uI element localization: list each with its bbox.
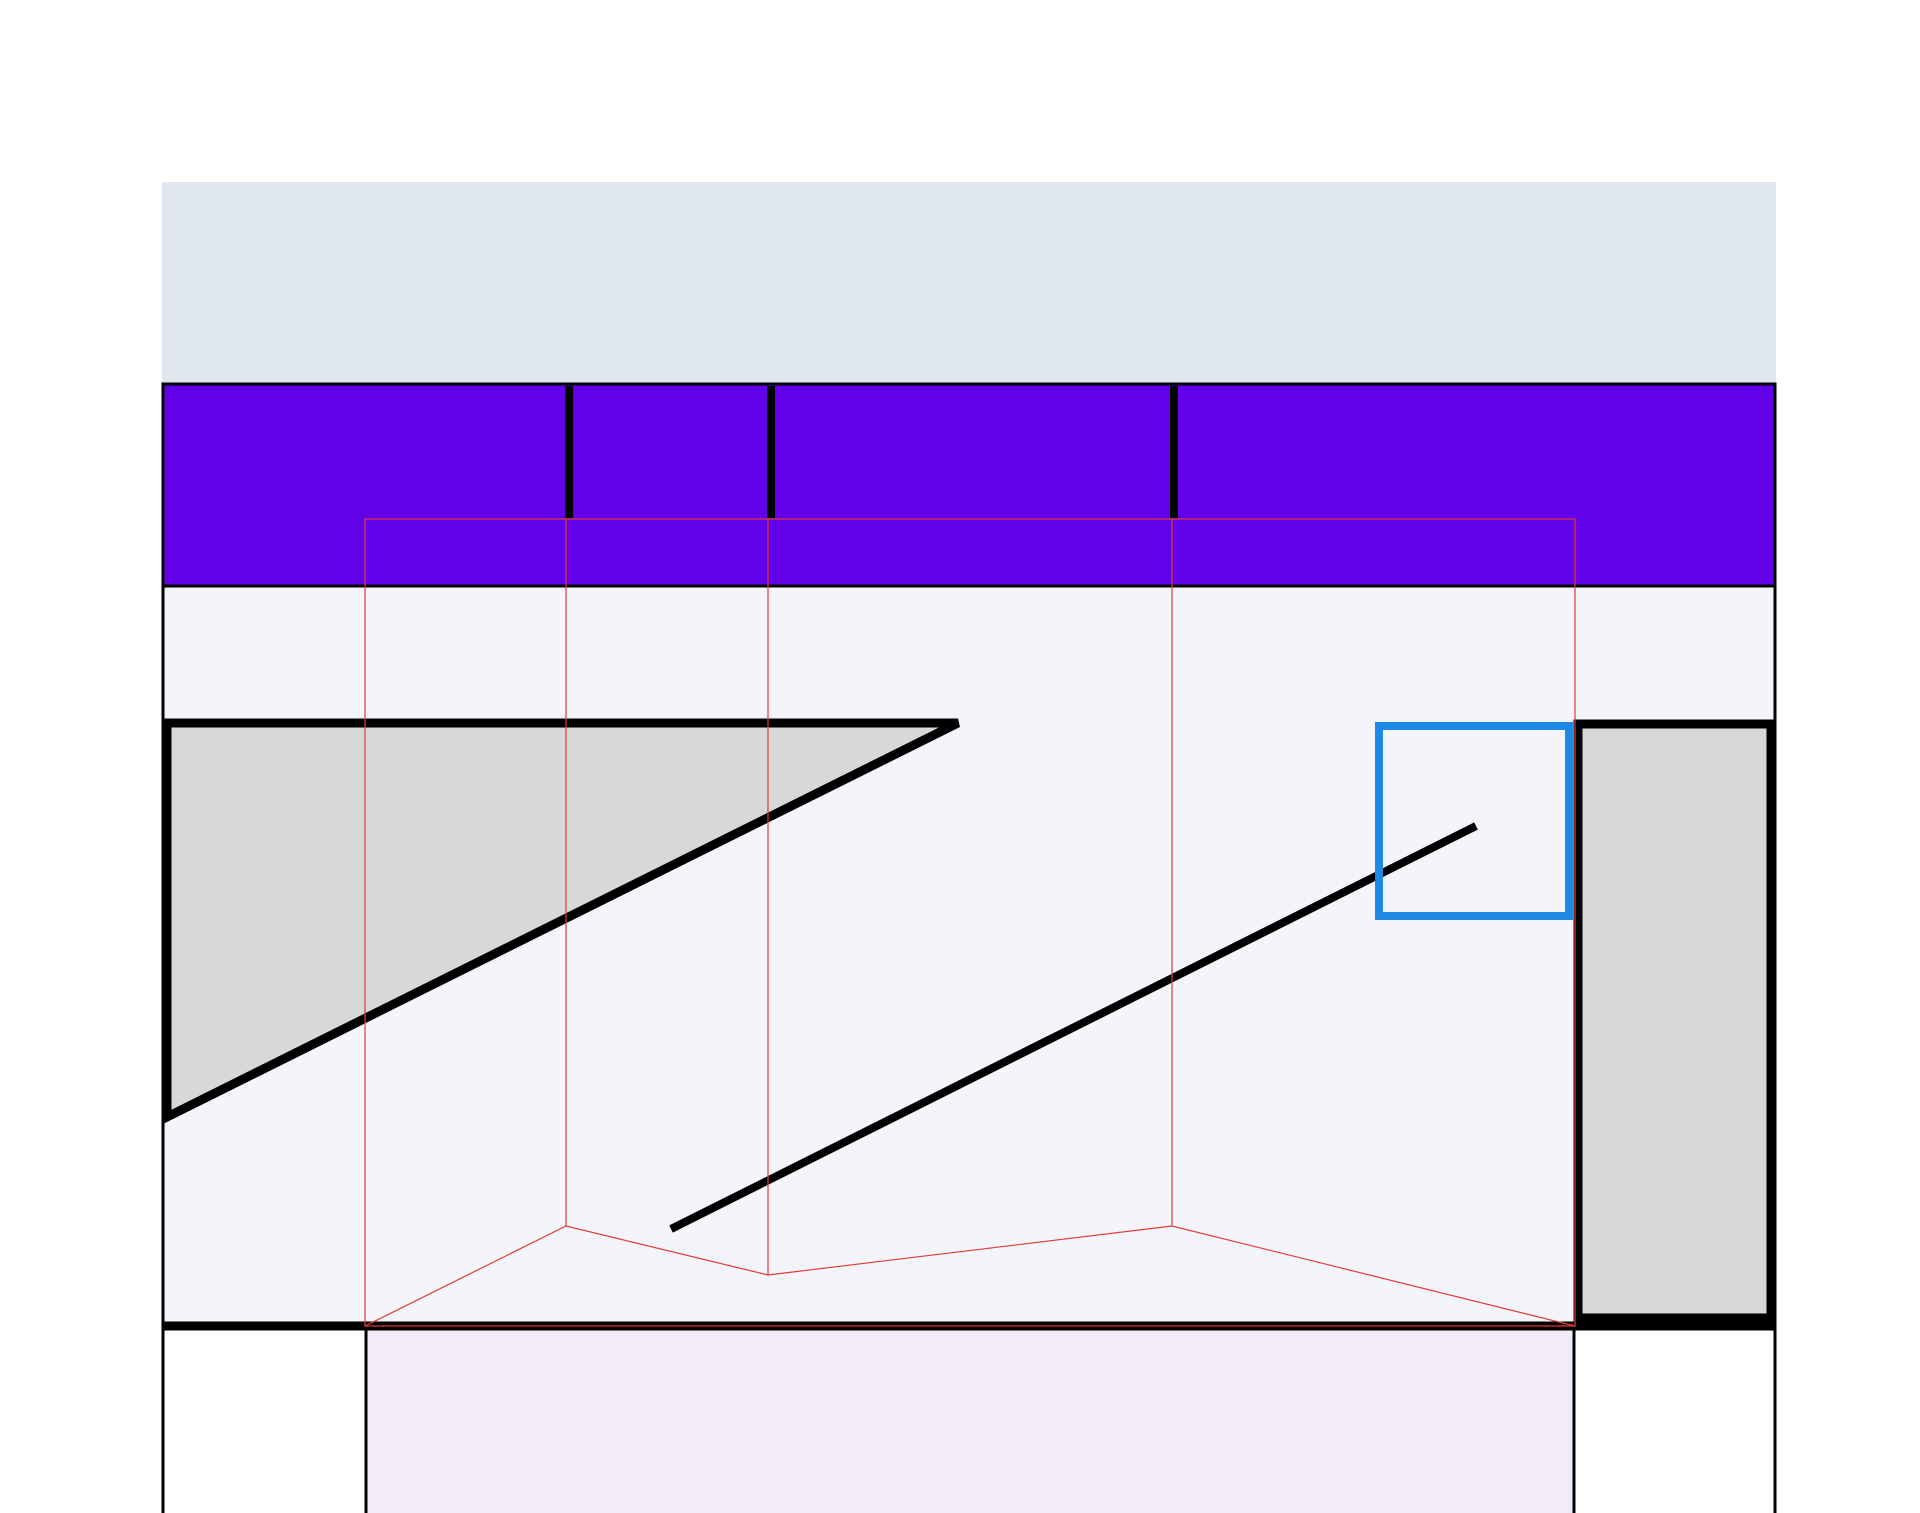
- footer-center-cell: [364, 1326, 1576, 1513]
- selection-box[interactable]: [1375, 722, 1573, 920]
- guide-lines: [364, 518, 1576, 1327]
- footer-left-cell: [161, 1326, 368, 1513]
- footer-right-cell: [1572, 1326, 1777, 1513]
- diagonal-connector: [669, 822, 1478, 1233]
- guide-frame: [364, 518, 1576, 1327]
- right-side-panel: [1573, 719, 1776, 1323]
- header-band: [162, 182, 1776, 384]
- guide-baseline-polyline: [364, 1225, 1576, 1327]
- accent-band: [161, 382, 1777, 588]
